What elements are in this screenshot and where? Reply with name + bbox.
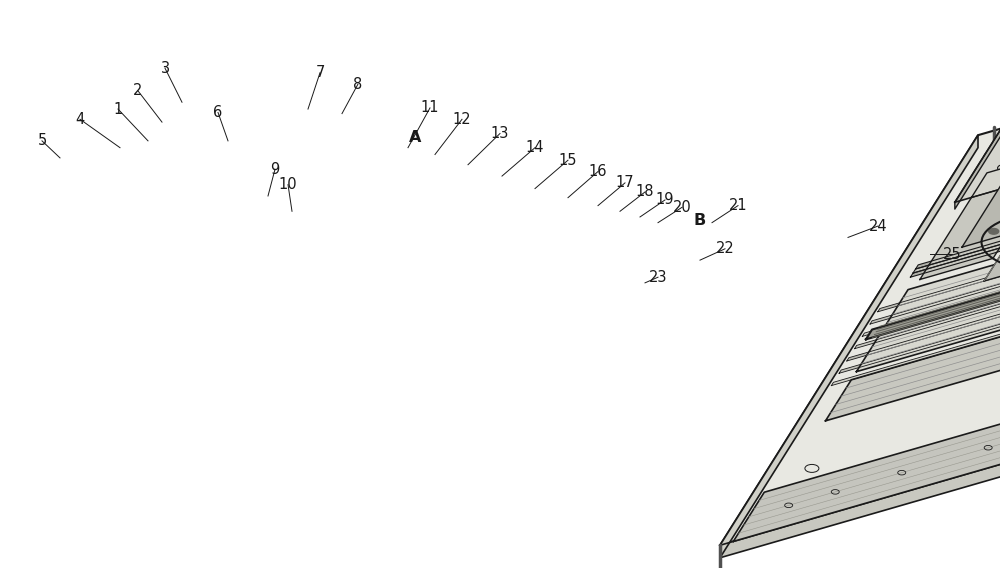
Text: 1: 1	[113, 102, 123, 116]
Text: 18: 18	[636, 185, 654, 199]
Polygon shape	[839, 186, 1000, 373]
Text: 6: 6	[213, 105, 223, 120]
Polygon shape	[831, 198, 1000, 386]
Polygon shape	[825, 213, 1000, 421]
Polygon shape	[916, 92, 1000, 269]
Text: 15: 15	[559, 153, 577, 168]
Polygon shape	[962, 162, 1000, 247]
Text: 21: 21	[729, 198, 747, 213]
Text: 5: 5	[37, 133, 47, 148]
Polygon shape	[955, 120, 1000, 209]
Text: 2: 2	[133, 83, 143, 98]
Text: 4: 4	[75, 112, 85, 127]
Polygon shape	[733, 308, 1000, 541]
Circle shape	[984, 151, 1000, 162]
Text: 23: 23	[649, 270, 667, 285]
Text: 8: 8	[353, 77, 363, 91]
Text: 19: 19	[656, 193, 674, 207]
Polygon shape	[720, 353, 1000, 558]
Text: 3: 3	[160, 61, 170, 76]
Polygon shape	[971, 152, 1000, 198]
Polygon shape	[866, 151, 1000, 340]
Polygon shape	[856, 123, 1000, 371]
Text: 20: 20	[673, 200, 691, 215]
Text: 7: 7	[315, 65, 325, 80]
Text: 12: 12	[453, 112, 471, 127]
Text: 22: 22	[716, 241, 734, 256]
Text: 16: 16	[589, 164, 607, 179]
Circle shape	[989, 228, 999, 234]
Polygon shape	[955, 87, 1000, 202]
Text: 25: 25	[943, 247, 961, 262]
Text: 9: 9	[270, 162, 280, 177]
Text: A: A	[409, 130, 421, 145]
Text: 11: 11	[421, 101, 439, 115]
Text: 13: 13	[491, 126, 509, 141]
Text: B: B	[694, 213, 706, 228]
Text: 10: 10	[279, 177, 297, 192]
Polygon shape	[870, 136, 1000, 324]
Polygon shape	[847, 173, 1000, 361]
Polygon shape	[910, 101, 1000, 277]
Polygon shape	[913, 96, 1000, 273]
Polygon shape	[855, 161, 1000, 349]
Polygon shape	[862, 149, 1000, 336]
Text: 17: 17	[616, 176, 634, 190]
Polygon shape	[920, 177, 1000, 279]
Text: 24: 24	[869, 219, 887, 233]
Polygon shape	[984, 213, 1000, 281]
Polygon shape	[720, 135, 978, 558]
Text: 14: 14	[526, 140, 544, 155]
Polygon shape	[878, 124, 1000, 312]
Polygon shape	[720, 0, 1000, 545]
